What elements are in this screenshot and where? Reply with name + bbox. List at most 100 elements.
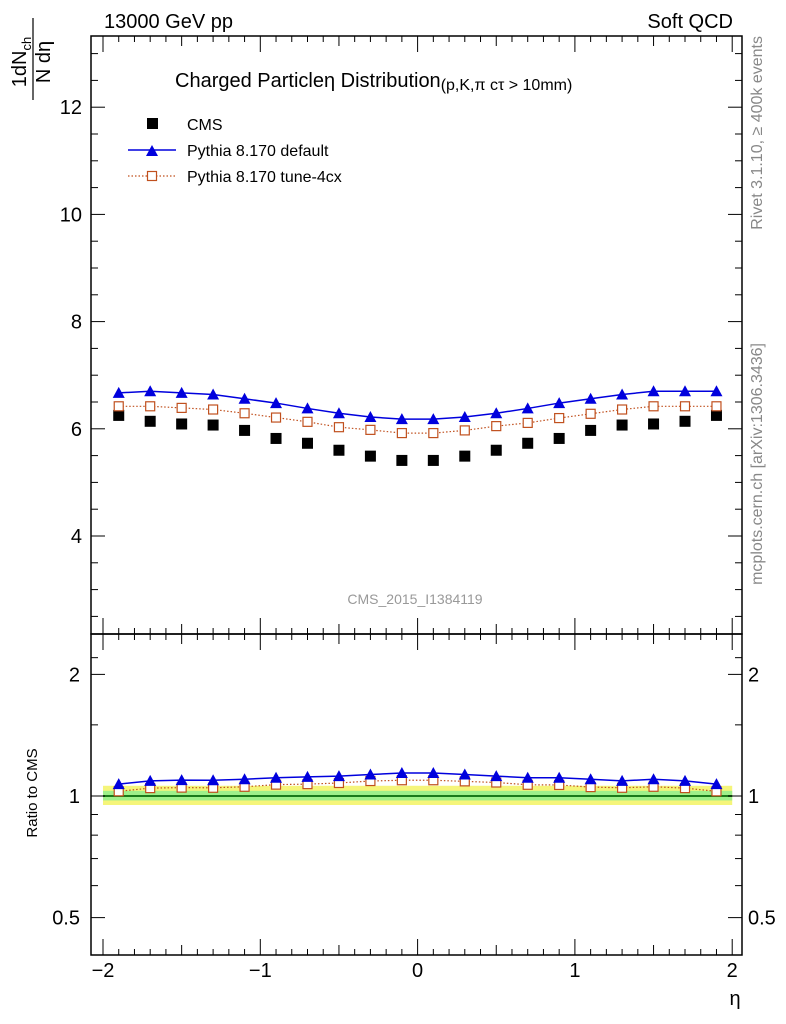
tune-4cx-point (585, 408, 596, 419)
tune-4cx-point (333, 422, 345, 433)
main-y-axis-label: 1dNch N dη (9, 18, 55, 100)
main-y-tick-label: 8 (71, 312, 82, 334)
legend-label-cms: CMS (187, 117, 223, 134)
rivet-version-note: Rivet 3.1.10, ≥ 400k events (749, 36, 766, 230)
cms-data-point (490, 444, 502, 456)
legend-marker-default (146, 145, 158, 156)
pythia-default-line (118, 390, 717, 420)
ratio-y-tick-label-left: 0.5 (52, 908, 80, 930)
ratio-pythia-default-point (458, 768, 471, 780)
tune-4cx-point (554, 412, 565, 424)
x-axis-label: η (729, 988, 740, 1010)
ratio-pythia-default-point (301, 770, 314, 782)
header-right: Soft QCD (647, 11, 733, 33)
ratio-pythia-default-point (207, 774, 220, 786)
pythia-default-point (553, 397, 566, 409)
tune-4cx-point (679, 401, 691, 412)
ratio-pythia-default-point (427, 767, 440, 779)
cms-data-point (301, 437, 313, 449)
cms-data-point (648, 418, 660, 430)
pythia-default-point (144, 385, 157, 397)
legend-marker-cms (147, 118, 158, 129)
ratio-pythia-default-point (144, 774, 157, 786)
tune-4cx-line (118, 405, 717, 434)
tune-4cx-point (113, 401, 124, 412)
tune-4cx-point (208, 404, 219, 415)
ratio-pythia-default-point (584, 773, 597, 785)
chart-title-main: Charged Particleη Distribution (175, 70, 441, 92)
pythia-default-point (427, 413, 440, 425)
tune-4cx-point (270, 412, 282, 423)
ratio-pythia-default-point (332, 770, 345, 782)
tune-4cx-point (711, 401, 722, 412)
main-y-tick-label: 10 (60, 204, 82, 226)
pythia-default-point (647, 385, 660, 397)
cms-data-point (553, 432, 565, 444)
pythia-default-point (679, 385, 692, 397)
y-label-numerator: 1dN (9, 51, 31, 88)
pythia-default-point (364, 411, 377, 423)
ratio-pythia-default-point (521, 771, 534, 783)
x-tick-label: 1 (569, 960, 580, 982)
legend: CMS Pythia 8.170 default Pythia 8.170 tu… (128, 117, 342, 186)
cms-data-point (679, 415, 691, 427)
cms-data-point (364, 450, 376, 462)
ratio-y-axis-label: Ratio to CMS (24, 748, 41, 837)
cms-data-point (616, 419, 628, 431)
pythia-default-point (490, 407, 503, 419)
legend-label-default: Pythia 8.170 default (187, 143, 329, 160)
x-tick-label: 2 (727, 960, 738, 982)
tune-4cx-point (396, 427, 407, 439)
ratio-y-tick-label-right: 2 (748, 664, 759, 686)
pythia-default-point (175, 386, 188, 398)
mcplots-reference-note: mcplots.cern.ch [arXiv:1306.3436] (749, 343, 766, 585)
ratio-pythia-default-point (395, 767, 408, 779)
cms-data-point (176, 418, 188, 430)
pythia-default-point (395, 413, 408, 425)
x-tick-label: −1 (249, 960, 272, 982)
cms-data-point (207, 419, 219, 431)
ratio-pythia-default-point (270, 771, 283, 783)
pythia-default-point (207, 388, 220, 400)
cms-data-point (585, 424, 597, 436)
legend-label-tune: Pythia 8.170 tune-4cx (187, 169, 342, 186)
pythia-default-point (710, 385, 723, 397)
ratio-y-tick-label-right: 1 (748, 786, 759, 808)
pythia-default-point (301, 402, 314, 414)
x-tick-label: 0 (412, 960, 423, 982)
tune-4cx-point (302, 416, 313, 427)
ratio-pythia-default-point (616, 774, 629, 786)
pythia-default-point (584, 392, 597, 404)
cms-data-point (113, 409, 125, 421)
cms-data-point (396, 454, 408, 466)
cms-data-point (144, 415, 156, 427)
tune-4cx-point (491, 421, 502, 432)
tune-4cx-point (428, 427, 439, 439)
y-label-subscript: ch (19, 37, 34, 51)
cms-data-point (427, 454, 439, 466)
tune-4cx-point (616, 404, 628, 415)
analysis-watermark: CMS_2015_I1384119 (347, 591, 482, 607)
tune-4cx-point (176, 402, 187, 413)
tune-4cx-point (365, 424, 376, 435)
ratio-y-tick-label-left: 1 (69, 786, 80, 808)
cms-data-point (239, 424, 251, 436)
pythia-default-point (270, 397, 283, 409)
ratio-pythia-default-point (490, 770, 503, 782)
tune-4cx-point (145, 401, 156, 412)
svg-text:1dNch: 1dNch (9, 37, 34, 87)
pythia-default-point (458, 411, 471, 423)
ratio-pythia-default-point (364, 768, 377, 780)
ratio-pythia-default-point (679, 774, 692, 786)
x-tick-label: −2 (92, 960, 115, 982)
pythia-default-point (616, 388, 629, 400)
ratio-pythia-default-point (710, 778, 723, 790)
ratio-pythia-default-point (553, 771, 566, 783)
ratio-y-tick-label-right: 0.5 (748, 908, 776, 930)
main-y-tick-label: 4 (71, 526, 82, 548)
tune-4cx-point (648, 401, 659, 412)
y-label-denominator: N dη (33, 41, 55, 83)
ratio-plot-frame (90, 633, 743, 956)
pythia-default-point (238, 392, 251, 404)
